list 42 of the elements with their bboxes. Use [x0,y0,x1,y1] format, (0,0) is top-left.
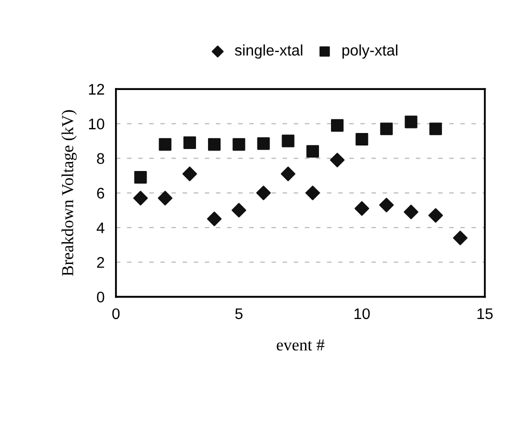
x-axis-title: event # [276,339,324,351]
point [280,166,296,182]
y-tick-label: 0 [96,292,104,302]
y-tick-label: 12 [89,84,104,95]
point [207,212,222,226]
y-tick-label: 2 [97,257,104,268]
point [232,202,246,218]
point [354,201,370,216]
y-tick-label: 4 [96,222,104,234]
point [429,122,442,136]
point [256,186,271,200]
point [282,134,294,148]
point [306,145,319,158]
point [404,204,418,220]
x-tick-label: 15 [478,308,493,320]
y-tick-label: 10 [89,118,104,130]
x-tick-label: 0 [112,308,120,320]
point [404,116,418,128]
point [134,171,147,184]
point [133,190,148,206]
point [232,138,246,151]
y-tick-label: 6 [97,188,104,199]
point [330,119,344,132]
x-tick-label: 5 [235,308,243,320]
point [182,166,198,182]
point [330,152,345,168]
x-tick-label: 10 [354,308,370,320]
point [158,138,172,151]
point [257,137,270,150]
point [305,186,320,200]
point [208,138,221,151]
legend-label: single-xtal [234,44,302,59]
y-axis-title: Breakdown Voltage (kV) [62,110,77,276]
point [379,198,394,212]
point [428,208,443,223]
legend-label: poly-xtal [342,44,398,59]
point [158,190,172,206]
point [452,230,468,246]
point [183,136,196,150]
point [380,122,393,136]
point [356,132,368,146]
y-tick-label: 8 [96,153,104,164]
